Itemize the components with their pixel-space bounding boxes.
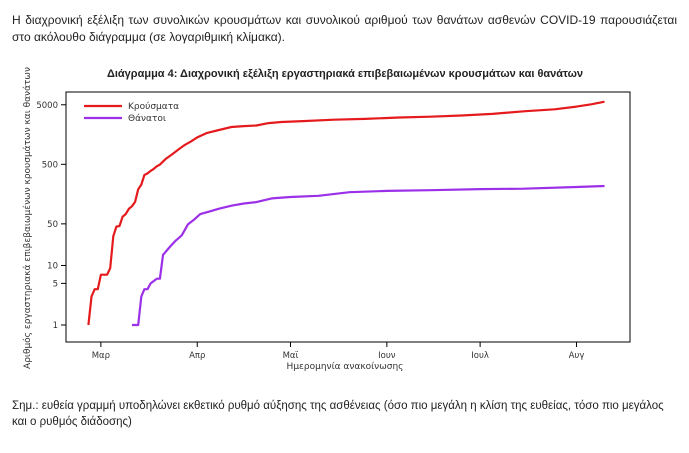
chart-title: Διάγραμμα 4: Διαχρονική εξέλιξη εργαστηρ… xyxy=(107,68,583,80)
legend-label-deaths: Θάνατοι xyxy=(128,114,166,124)
y-tick-label: 5000 xyxy=(36,101,58,111)
y-tick-label: 50 xyxy=(47,220,58,230)
y-axis: 1 5 10 50 500 5000 xyxy=(36,101,66,331)
x-tick-label: Μαϊ xyxy=(283,351,299,361)
line-chart: Διάγραμμα 4: Διαχρονική εξέλιξη εργαστηρ… xyxy=(22,67,631,372)
deaths-line xyxy=(132,184,605,327)
x-axis-label: Ημερομηνία ανακοίνωσης xyxy=(287,362,404,372)
x-tick-label: Ιουλ xyxy=(471,351,489,361)
legend: Κρούσματα Θάνατοι xyxy=(84,101,179,124)
intro-text: Η διαχρονική εξέλιξη των συνολικών κρουσ… xyxy=(12,13,677,44)
x-tick-label: Ιουν xyxy=(378,351,396,361)
y-tick-label: 1 xyxy=(53,321,58,331)
x-tick-label: Απρ xyxy=(189,351,205,361)
plot-frame xyxy=(65,91,631,343)
series-lines xyxy=(87,100,605,327)
y-axis-label: Αριθμός εργαστηριακά επιβεβαιωμένων κρου… xyxy=(22,67,33,369)
legend-label-cases: Κρούσματα xyxy=(128,101,179,112)
x-axis: Μαρ Απρ Μαϊ Ιουν Ιουλ Αυγ xyxy=(92,342,585,361)
cases-line xyxy=(87,100,605,326)
x-tick-label: Αυγ xyxy=(569,351,585,361)
x-tick-label: Μαρ xyxy=(92,351,110,361)
footnote-text: Σημ.: ευθεία γραμμή υποδηλώνει εκθετικό … xyxy=(12,400,664,428)
y-tick-label: 5 xyxy=(53,279,58,289)
y-tick-label: 500 xyxy=(42,160,58,170)
y-tick-label: 10 xyxy=(47,261,58,271)
